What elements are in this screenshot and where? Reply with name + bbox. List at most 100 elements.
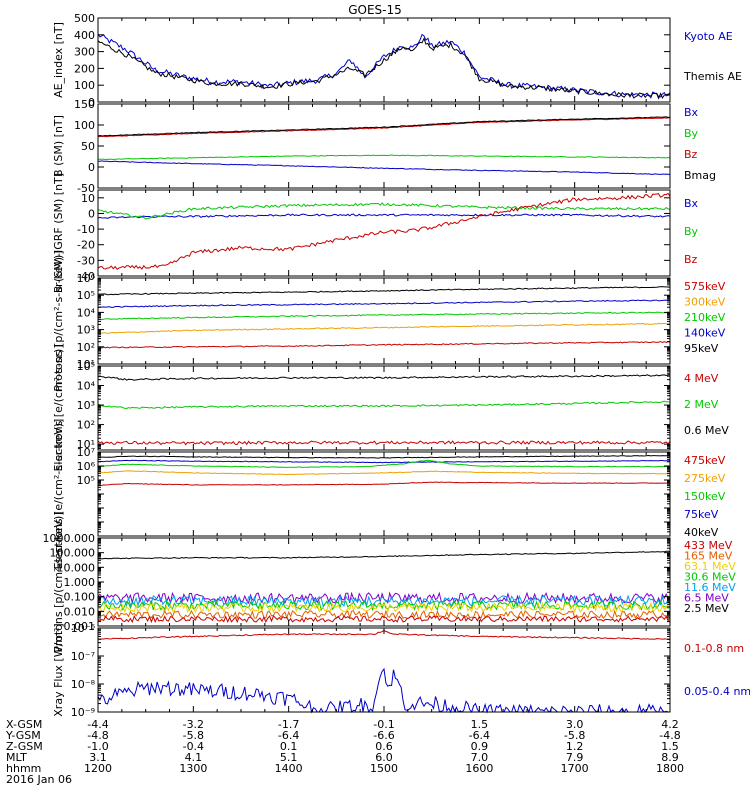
series-line-bx (97, 160, 671, 176)
y-axis-label: Electrons [e/(cm²-s-sr-keV)] (52, 419, 65, 570)
x-row-value: 0.1 (280, 740, 298, 753)
legend-2-mev: 2 MeV (684, 398, 719, 411)
legend-165-mev: 165 MeV (684, 550, 733, 563)
series-line-475kev (97, 481, 671, 487)
y-tick-label: 300 (74, 46, 95, 59)
legend-2-5-mev: 2.5 MeV (684, 602, 729, 615)
y-tick-label: 1000.000 (43, 532, 96, 545)
series-line-bx (97, 213, 671, 219)
legend-300kev: 300keV (684, 296, 726, 309)
series-line-11-6-mev (97, 594, 671, 608)
x-row-value: 1800 (656, 762, 684, 775)
y-tick-label: 100 (74, 119, 95, 132)
legend-475kev: 475keV (684, 454, 726, 467)
y-tick-label: 100.000 (50, 547, 96, 560)
series-line-433-mev (97, 614, 671, 624)
y-tick-label: 10⁵ (77, 474, 95, 487)
legend-bx: Bx (684, 197, 699, 210)
panel-8: 10⁻⁹ 10⁻⁸ 10⁻⁷ 10⁻⁶ Xray Flux [W/m²] 0.1-0.8 … (52, 622, 750, 719)
y-tick-label: 10¹ (77, 358, 95, 371)
x-row-value: 1200 (84, 762, 112, 775)
x-row-value: -1.0 (87, 740, 108, 753)
panel-5: 10¹ 10² 10³ 10⁴ 10⁵ Electrons [e/(cm²-s-sr)] 4… (52, 344, 729, 471)
legend-0-05-0-4-nm: 0.05-0.4 nm (684, 685, 750, 698)
y-axis-label: Protons [p/(cm²-s-sr-keV)] (52, 511, 65, 652)
x-row-value: -6.6 (373, 729, 394, 742)
x-row-value: 1600 (465, 762, 493, 775)
x-row-value: -1.7 (278, 718, 299, 731)
x-row-value: 1300 (179, 762, 207, 775)
y-axis-label: AE_index [nT] (52, 22, 65, 98)
legend-210kev: 210keV (684, 311, 726, 324)
x-row-value: -5.8 (564, 729, 585, 742)
y-tick-label: 0.100 (64, 591, 96, 604)
y-axis-label: Xray Flux [W/m²] (52, 623, 65, 716)
series-line-4-mev (97, 440, 671, 446)
y-tick-label: 200 (74, 62, 95, 75)
x-row-value: -5.8 (183, 729, 204, 742)
series-line-0-6-mev (97, 374, 671, 381)
x-row-label-z-gsm: Z-GSM (6, 740, 43, 753)
y-tick-label: 50 (81, 140, 95, 153)
panel-3: -40 -30 -20 -10 0 10 B (SM)-IGRF (SM) [nT] Bx By… (52, 173, 699, 293)
y-tick-label: 10⁵ (77, 360, 95, 373)
legend-themis-ae: Themis AE (683, 70, 742, 83)
y-tick-label: 100 (74, 79, 95, 92)
legend-bmag: Bmag (684, 169, 716, 182)
series-line-2-mev (97, 400, 671, 410)
x-row-label-x-gsm: X-GSM (6, 718, 42, 731)
series-line-150kev (97, 459, 671, 468)
series-line-bmag (97, 116, 671, 137)
series-line-2-5-mev (97, 550, 671, 560)
legend-75kev: 75keV (684, 508, 719, 521)
y-tick-label: -10 (77, 223, 95, 236)
panel-2: -50 0 50 100 150 B (SM) [nT] Bx By Bz Bmag (52, 98, 716, 195)
x-row-value: -6.4 (469, 729, 490, 742)
x-row-value: 6.0 (375, 751, 393, 764)
x-row-value: 8.9 (661, 751, 679, 764)
x-row-value: -4.8 (87, 729, 108, 742)
y-tick-label: 10⁶ (77, 272, 96, 285)
legend-575kev: 575keV (684, 280, 726, 293)
series-line-0-05-0-4-nm (97, 667, 670, 714)
x-row-value: 3.1 (89, 751, 107, 764)
y-tick-label: 0 (88, 96, 95, 109)
legend-6-5-mev: 6.5 MeV (684, 592, 729, 605)
y-tick-label: 500 (74, 12, 95, 25)
x-row-value: -4.4 (87, 718, 108, 731)
series-line-75kev (97, 459, 671, 464)
series-line-575kev (97, 341, 671, 349)
panel-1: 0 100 200 300 400 500 AE_index [nT] Kyoto AE The… (52, 12, 742, 109)
legend-0-1-0-8-nm: 0.1-0.8 nm (684, 642, 744, 655)
x-row-value: 0.6 (375, 740, 393, 753)
figure-title: GOES-15 (348, 3, 402, 17)
legend-30-6-mev: 30.6 MeV (684, 571, 736, 584)
panel-4: 10¹ 10² 10³ 10⁴ 10⁵ 10⁶ Protons [p/(cm²-s-sr-k… (52, 250, 726, 391)
y-tick-label: 10⁶ (77, 460, 96, 473)
legend-433-mev: 433 MeV (684, 539, 733, 552)
x-row-value: 1.5 (471, 718, 489, 731)
y-tick-label: 10² (77, 419, 95, 432)
series-line-30-6-mev (97, 599, 671, 612)
series-line-300kev (97, 322, 671, 335)
x-row-label-hhmm: hhmm (6, 762, 41, 775)
y-tick-label: 10.000 (57, 561, 96, 574)
y-tick-label: 10⁴ (77, 380, 96, 393)
series-line-275kev (97, 470, 670, 476)
x-axis-table: X-GSM -4.4 -3.2 -1.7 -0.1 1.5 3.0 4.2Y-GSM -4.8-… (5, 718, 684, 786)
legend-150kev: 150keV (684, 490, 726, 503)
y-tick-label: 10⁻⁸ (71, 678, 96, 691)
y-tick-label: 10³ (77, 324, 95, 337)
x-row-value: 5.1 (280, 751, 298, 764)
y-tick-label: -50 (77, 182, 95, 195)
y-tick-label: 10³ (77, 399, 95, 412)
series-line-210kev (97, 311, 671, 321)
x-row-value: 1.5 (661, 740, 679, 753)
y-tick-label: 1.000 (64, 576, 96, 589)
y-tick-label: 10¹ (77, 438, 95, 451)
y-axis-label: B (SM) [nT] (52, 115, 65, 177)
y-tick-label: 10⁻⁶ (71, 622, 96, 635)
